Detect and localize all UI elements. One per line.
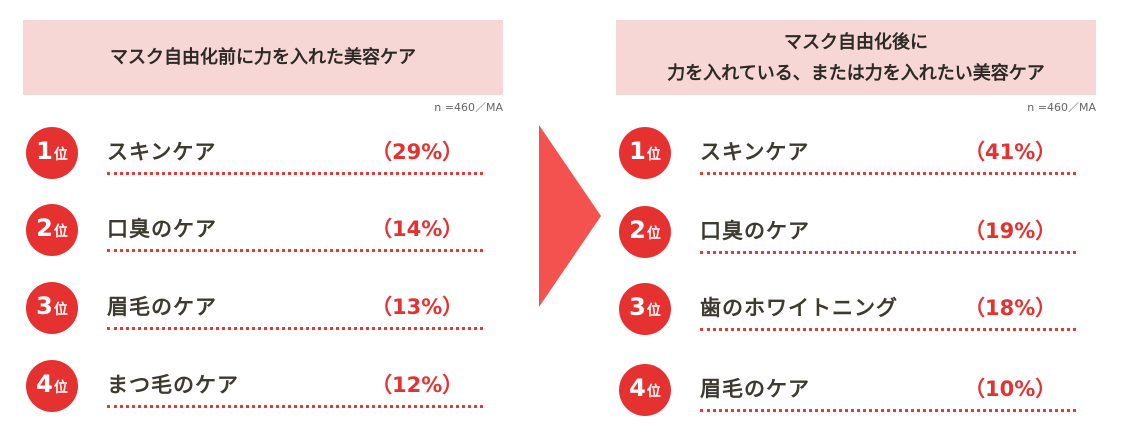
item-label: 口臭のケア [700,219,810,243]
dotted-divider [700,172,1076,175]
rank-number: 2 [629,216,646,244]
dotted-divider [107,405,483,408]
item-label: 口臭のケア [107,217,217,241]
rank-number: 4 [629,374,646,402]
dotted-divider [107,327,483,330]
dotted-divider [700,409,1076,412]
rank-unit: 位 [53,302,68,318]
item-label: 眉毛のケア [700,377,810,401]
sample-note: n =460／MA [434,101,503,114]
rank-unit: 位 [646,147,661,163]
item-percent: （29%） [371,140,464,164]
panel-title: マスク自由化前に力を入れた美容ケア [23,20,503,95]
item-label: まつ毛のケア [107,373,239,397]
dotted-divider [700,251,1076,254]
dotted-divider [107,249,483,252]
item-percent: （13%） [371,295,464,319]
rank-unit: 位 [53,224,68,240]
dotted-divider [107,172,483,175]
rank-number: 2 [36,214,53,242]
sample-note: n =460／MA [1027,101,1096,114]
rank-unit: 位 [646,384,661,400]
title-line: マスク自由化前に力を入れた美容ケア [110,47,416,68]
item-percent: （19%） [964,219,1057,243]
rank-number: 1 [629,137,646,165]
dotted-divider [700,328,1076,331]
rank-number: 4 [36,370,53,398]
arrow-right-icon [539,125,601,307]
ranking-panel-after: マスク自由化後に 力を入れている、または力を入れたい美容ケア n =460／MA… [616,20,1096,440]
item-percent: （41%） [964,140,1057,164]
title-line: 力を入れている、または力を入れたい美容ケア [667,62,1045,84]
item-label: 歯のホワイトニング [700,296,898,320]
item-percent: （14%） [371,217,464,241]
rank-unit: 位 [53,380,68,396]
item-percent: （18%） [964,296,1057,320]
rank-number: 1 [36,137,53,165]
rank-unit: 位 [53,147,68,163]
item-label: スキンケア [107,140,217,164]
rank-number: 3 [629,293,646,321]
item-percent: （12%） [371,373,464,397]
panel-title: マスク自由化後に 力を入れている、または力を入れたい美容ケア [616,20,1096,95]
rank-unit: 位 [646,303,661,319]
item-label: 眉毛のケア [107,295,217,319]
rank-unit: 位 [646,226,661,242]
title-line: マスク自由化後に [784,31,928,53]
item-percent: （10%） [964,377,1057,401]
rank-number: 3 [36,292,53,320]
arrow-shape [539,125,601,307]
item-label: スキンケア [700,140,810,164]
